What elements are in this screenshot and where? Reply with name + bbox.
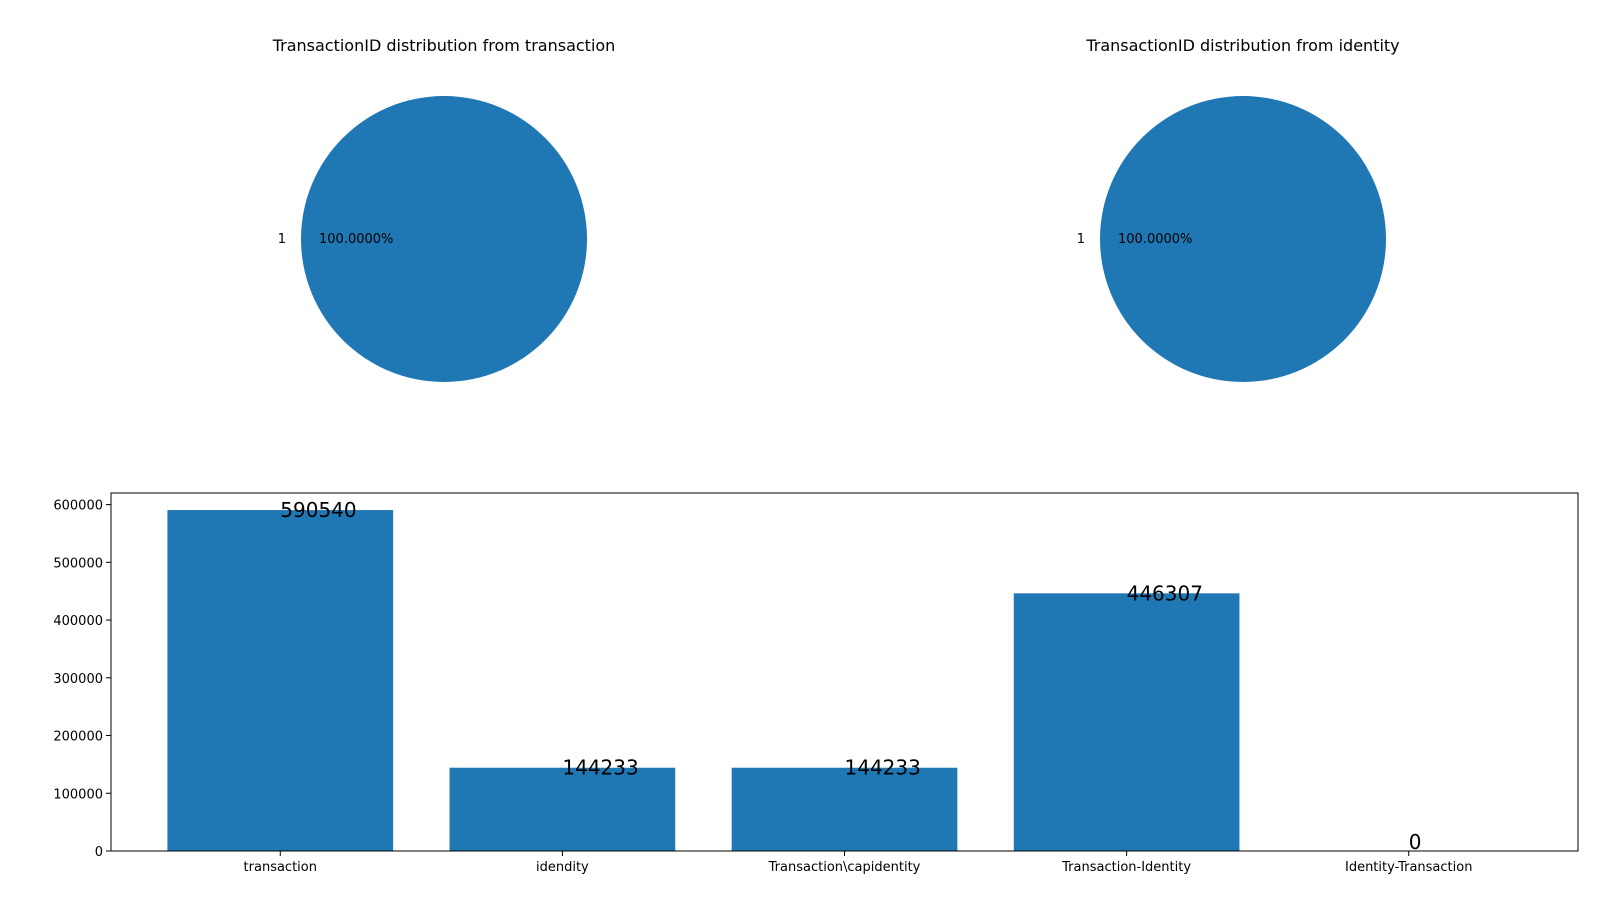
bar-data-label-2: 144233 bbox=[845, 756, 921, 780]
bar-2 bbox=[731, 767, 958, 851]
pie-chart-identity: TransactionID distribution from identity… bbox=[1077, 36, 1400, 382]
bar-chart-counts: 590540 144233 144233 446307 0 0 100000 200000 3… bbox=[53, 492, 1579, 875]
plot-frame bbox=[110, 492, 1579, 852]
pie-chart-transaction: TransactionID distribution from transact… bbox=[272, 36, 616, 382]
bar-data-label-4: 0 bbox=[1409, 830, 1422, 854]
y-axis-ticks: 0 100000 200000 300000 400000 500000 600000 bbox=[53, 499, 111, 860]
x-axis-ticks: transaction idendity Transaction\capidenti… bbox=[244, 851, 1472, 875]
y-tick-label-2: 200000 bbox=[53, 730, 103, 745]
x-tick-label-2: Transaction\capidentity bbox=[768, 860, 921, 875]
pie-slice-percent-identity: 100.0000% bbox=[1118, 232, 1192, 247]
bar-3 bbox=[1013, 593, 1240, 851]
x-tick-label-1: idendity bbox=[536, 860, 589, 875]
bar-0 bbox=[167, 510, 394, 851]
pie-slice-label-identity: 1 bbox=[1077, 232, 1085, 247]
y-tick-label-4: 400000 bbox=[53, 614, 103, 629]
x-tick-label-4: Identity-Transaction bbox=[1345, 860, 1472, 875]
y-tick-label-0: 0 bbox=[95, 845, 103, 860]
bar-series bbox=[167, 510, 1240, 851]
bar-1 bbox=[449, 767, 676, 851]
pie-slice-identity-1 bbox=[1100, 96, 1386, 382]
x-tick-label-0: transaction bbox=[244, 860, 317, 875]
pie-slice-percent-transaction: 100.0000% bbox=[319, 232, 393, 247]
y-tick-label-1: 100000 bbox=[53, 787, 103, 802]
pie-title-transaction: TransactionID distribution from transact… bbox=[272, 36, 616, 55]
bar-data-label-3: 446307 bbox=[1127, 581, 1203, 605]
y-tick-label-5: 500000 bbox=[53, 556, 103, 571]
bar-data-labels: 590540 144233 144233 446307 0 bbox=[280, 498, 1421, 854]
x-tick-label-3: Transaction-Identity bbox=[1061, 860, 1191, 875]
y-tick-label-3: 300000 bbox=[53, 672, 103, 687]
pie-slice-transaction-1 bbox=[301, 96, 587, 382]
bar-data-label-0: 590540 bbox=[280, 498, 356, 522]
pie-title-identity: TransactionID distribution from identity bbox=[1085, 36, 1399, 55]
bar-data-label-1: 144233 bbox=[562, 756, 638, 780]
pie-slice-label-transaction: 1 bbox=[278, 232, 286, 247]
y-tick-label-6: 600000 bbox=[53, 499, 103, 514]
